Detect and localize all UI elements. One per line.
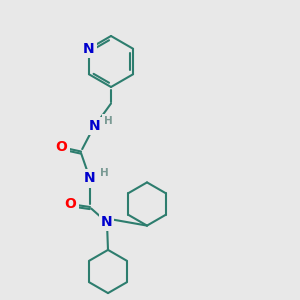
- Text: N: N: [89, 119, 100, 133]
- Text: O: O: [56, 140, 68, 154]
- Text: N: N: [101, 215, 112, 229]
- Text: N: N: [83, 42, 95, 56]
- Text: H: H: [103, 116, 112, 126]
- Text: H: H: [100, 168, 109, 178]
- Text: N: N: [84, 172, 96, 185]
- Text: O: O: [64, 197, 76, 211]
